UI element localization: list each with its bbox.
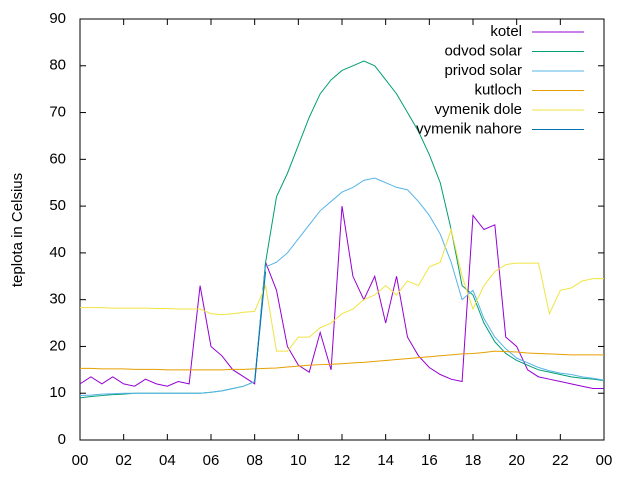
x-tick-label: 10 [290, 452, 307, 469]
y-tick-label: 20 [49, 337, 66, 354]
x-tick-label: 02 [115, 452, 132, 469]
legend-label: vymenik dole [434, 101, 522, 118]
x-tick-label: 00 [72, 452, 89, 469]
y-tick-label: 0 [58, 431, 66, 448]
legend-label: kutloch [474, 81, 522, 98]
y-tick-label: 90 [49, 10, 66, 27]
x-tick-label: 12 [334, 452, 351, 469]
legend-label: odvod solar [444, 42, 522, 59]
legend-label: privod solar [444, 62, 522, 79]
series-line [79, 206, 604, 390]
legend-label: kotel [490, 23, 522, 40]
y-tick-label: 10 [49, 384, 66, 401]
y-tick-label: 70 [49, 104, 66, 121]
x-tick-label: 22 [552, 452, 569, 469]
y-tick-label: 80 [49, 57, 66, 74]
x-tick-label: 14 [377, 452, 394, 469]
x-tick-label: 06 [203, 452, 220, 469]
x-tick-label: 18 [465, 452, 482, 469]
x-tick-label: 16 [421, 452, 438, 469]
x-tick-label: 08 [246, 452, 263, 469]
y-tick-label: 30 [49, 291, 66, 308]
x-tick-label: 00 [596, 452, 613, 469]
legend-label: vymenik nahore [416, 120, 522, 137]
y-tick-label: 40 [49, 244, 66, 261]
y-tick-label: 50 [49, 197, 66, 214]
series-line [80, 227, 604, 352]
y-tick-label: 60 [49, 150, 66, 167]
y-axis-label: teplota in Celsius [9, 173, 26, 287]
series-line [254, 271, 267, 382]
series-line [79, 177, 605, 397]
x-tick-label: 04 [159, 452, 176, 469]
x-tick-label: 20 [508, 452, 525, 469]
series-line [80, 350, 604, 371]
series-line [79, 60, 605, 399]
plot-frame [79, 18, 605, 441]
